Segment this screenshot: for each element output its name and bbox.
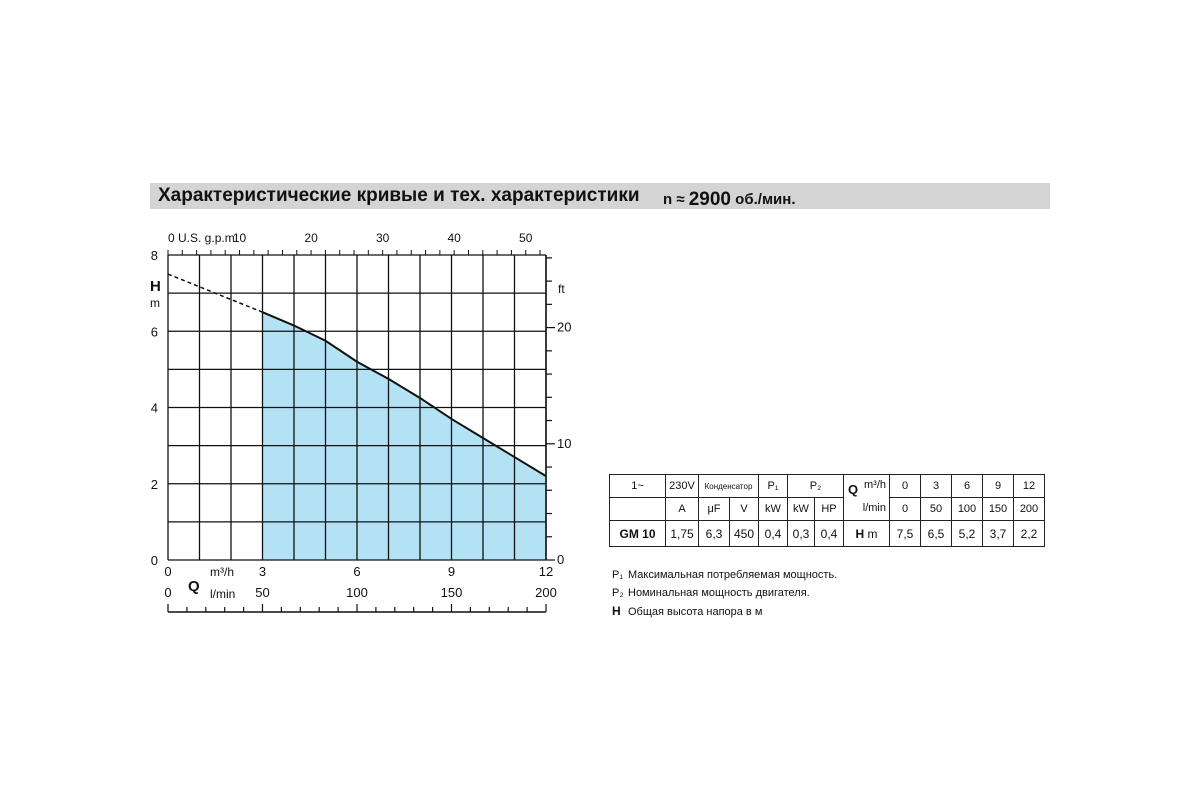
note-p1: P₁ Максимальная потребляемая мощность. [612, 566, 837, 584]
note-key: P₂ [612, 587, 624, 599]
q-unit-lmin: l/min [862, 502, 886, 514]
bottom-m3h-tick-label: 12 [539, 564, 553, 579]
capacitor-header: Конденсатор [698, 474, 759, 498]
speed-label: n ≈ 2900 об./мин. [663, 188, 796, 210]
right-axis-unit: ft [558, 282, 565, 296]
left-axis-label: H [150, 278, 161, 295]
head-value: 5,2 [951, 520, 983, 547]
phase-header: 1~ [609, 474, 666, 498]
right-tick-label: 0 [557, 552, 564, 567]
spec-table: 1~ 230V Конденсатор P₁ P₂ Q m³/h l/min 0… [609, 474, 1045, 547]
chart-title: Характеристические кривые и тех. характе… [158, 185, 640, 206]
note-p2: P₂ Номинальная мощность двигателя. [612, 584, 837, 602]
q-label: Q [848, 482, 859, 497]
bottom-lmin-tick-label: 100 [346, 585, 368, 600]
q-lmin-cell: 50 [920, 497, 952, 521]
q-lmin-cell: 0 [889, 497, 921, 521]
bottom-m3h-tick-label: 0 [164, 564, 171, 579]
bottom-q-label: Q [188, 578, 200, 595]
head-unit: m [867, 526, 878, 541]
left-tick-label: 4 [151, 401, 158, 416]
top-tick-label: 10 [233, 231, 247, 245]
p1-unit: kW [758, 497, 788, 521]
q-lmin-cell: 100 [951, 497, 983, 521]
q-unit-m3h: m³/h [864, 479, 886, 491]
uf-value: 6,3 [698, 520, 730, 547]
head-value: 3,7 [982, 520, 1014, 547]
p2-kw-unit: kW [787, 497, 815, 521]
speed-prefix: n ≈ [663, 191, 689, 208]
head-value: 7,5 [889, 520, 921, 547]
left-tick-label: 0 [151, 553, 158, 568]
p1-value: 0,4 [758, 520, 788, 547]
q-m3h-cell: 0 [889, 474, 921, 498]
right-tick-label: 20 [557, 320, 571, 335]
q-m3h-cell: 9 [982, 474, 1014, 498]
title-banner: Характеристические кривые и тех. характе… [150, 183, 1050, 210]
note-h: H Общая высота напора в м [612, 602, 837, 621]
volt-value: 450 [729, 520, 759, 547]
legend-notes: P₁ Максимальная потребляемая мощность. P₂… [612, 566, 837, 621]
p2-kw-value: 0,3 [787, 520, 815, 547]
top-axis-label: 0 U.S. g.p.m. [168, 231, 238, 245]
head-value: 2,2 [1013, 520, 1045, 547]
q-header: Q m³/h l/min [843, 474, 890, 521]
top-tick-label: 30 [376, 231, 390, 245]
p2-header: P₂ [787, 474, 844, 498]
model-name: GM 10 [609, 520, 666, 547]
speed-unit: об./мин. [731, 191, 796, 208]
uf-unit: μF [698, 497, 730, 521]
note-text: Общая высота напора в м [628, 606, 763, 618]
q-m3h-cell: 6 [951, 474, 983, 498]
note-key: H [612, 604, 621, 618]
q-m3h-cell: 12 [1013, 474, 1045, 498]
q-lmin-cell: 200 [1013, 497, 1045, 521]
q-lmin-cell: 150 [982, 497, 1014, 521]
q-m3h-cell: 3 [920, 474, 952, 498]
bottom-m3h-tick-label: 9 [448, 564, 455, 579]
p2-hp-value: 0,4 [814, 520, 844, 547]
bottom-lmin-tick-label: 150 [441, 585, 463, 600]
bottom-m3h-tick-label: 3 [259, 564, 266, 579]
bottom-lmin-tick-label: 50 [255, 585, 269, 600]
speed-value: 2900 [688, 189, 732, 210]
left-tick-label: 6 [151, 324, 158, 339]
left-axis-unit: m [150, 296, 160, 310]
amp-unit: A [665, 497, 699, 521]
note-text: Максимальная потребляемая мощность. [628, 569, 838, 581]
left-tick-label: 2 [151, 477, 158, 492]
right-tick-label: 10 [557, 436, 571, 451]
top-tick-label: 40 [447, 231, 461, 245]
empty-cell [609, 497, 666, 521]
volt-unit: V [729, 497, 759, 521]
note-text: Номинальная мощность двигателя. [628, 587, 810, 599]
head-label: H [855, 526, 865, 541]
note-key: P₁ [612, 569, 624, 581]
pump-curve-dashed [167, 273, 263, 313]
top-tick-label: 20 [304, 231, 318, 245]
bottom-m3h-unit: m³/h [210, 565, 234, 579]
p1-header: P₁ [758, 474, 788, 498]
bottom-lmin-tick-label: 200 [535, 585, 557, 600]
amp-value: 1,75 [665, 520, 699, 547]
head-value: 6,5 [920, 520, 952, 547]
voltage-header: 230V [665, 474, 699, 498]
bottom-lmin-tick-label: 0 [164, 585, 171, 600]
left-tick-label: 8 [151, 248, 158, 263]
operating-range-area [262, 312, 546, 560]
bottom-lmin-unit: l/min [210, 587, 235, 601]
p2-hp-unit: HP [814, 497, 844, 521]
head-label-cell: H m [843, 520, 890, 547]
pump-curve-solid [262, 311, 547, 477]
bottom-m3h-tick-label: 6 [353, 564, 360, 579]
top-tick-label: 50 [519, 231, 533, 245]
